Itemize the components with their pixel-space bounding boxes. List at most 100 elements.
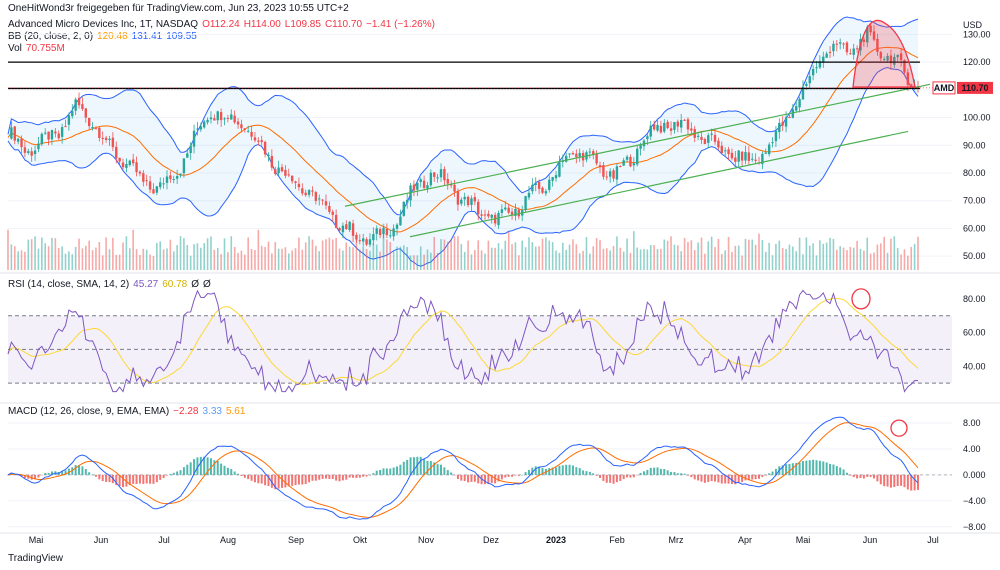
candle-body (230, 114, 233, 120)
volume-bar (687, 241, 689, 270)
candle-body (402, 201, 405, 216)
macd-histogram-bar (866, 474, 869, 477)
volume-bar (169, 239, 172, 270)
macd-histogram-bar (375, 470, 378, 475)
volume-bar (348, 246, 351, 270)
macd-histogram-bar (341, 474, 344, 481)
time-axis-label: Feb (609, 535, 625, 545)
volume-bar (822, 243, 825, 270)
volume-bar (206, 238, 209, 270)
candle-body (443, 169, 446, 181)
candle-body (676, 121, 680, 127)
volume-bar (511, 244, 513, 270)
macd-histogram-bar (453, 474, 456, 476)
volume-bar (771, 255, 774, 270)
macd-histogram-bar (135, 474, 138, 484)
volume-bar (829, 237, 831, 270)
volume-bar (656, 249, 659, 270)
candle-body (561, 160, 564, 162)
volume-bar (95, 247, 97, 270)
volume-bar (670, 236, 672, 270)
macd-histogram-bar (517, 474, 520, 476)
macd-histogram-bar (230, 469, 233, 475)
candle-body (730, 152, 734, 159)
macd-histogram-bar (636, 474, 639, 476)
candle-body (497, 213, 500, 226)
candle-body (649, 125, 652, 137)
candle-body (104, 137, 108, 140)
candle-body (537, 181, 541, 189)
volume-bar (568, 244, 571, 270)
volume-bar (162, 249, 165, 270)
volume-bar (227, 252, 229, 270)
volume-bar (504, 240, 507, 270)
volume-bar (551, 242, 554, 270)
volume-bar (365, 248, 368, 270)
candle-body (720, 145, 723, 153)
volume-bar (649, 245, 652, 270)
macd-histogram-bar (94, 474, 97, 477)
volume-bar (893, 236, 896, 270)
macd-line (7, 416, 919, 520)
volume-bar (396, 246, 398, 270)
macd-histogram-bar (50, 471, 53, 475)
volume-bar (714, 247, 716, 270)
macd-histogram-bar (605, 474, 608, 483)
macd-histogram-bar (84, 468, 87, 475)
volume-bar (406, 247, 408, 270)
macd-histogram-bar (893, 474, 896, 488)
macd-histogram-bar (91, 474, 94, 476)
macd-histogram-bar (443, 467, 446, 475)
volume-bar (450, 239, 452, 270)
candle-body (321, 199, 324, 201)
candle-body (527, 192, 531, 198)
macd-histogram-bar (565, 464, 568, 475)
candle-body (240, 124, 243, 129)
volume-bar (852, 247, 855, 270)
volume-bar (836, 249, 838, 270)
macd-histogram-bar (396, 466, 399, 475)
volume-bar (44, 243, 47, 270)
time-axis-label: Aug (220, 535, 236, 545)
macd-histogram-bar (551, 467, 554, 475)
macd-label: MACD (12, 26, close, 9, EMA, EMA) (8, 406, 170, 417)
volume-bar (57, 248, 60, 270)
macd-histogram-bar (663, 468, 666, 475)
volume-bar (710, 236, 713, 270)
macd-histogram-bar (399, 464, 402, 475)
volume-bar (440, 239, 442, 270)
volume-bar (578, 253, 581, 270)
top-formation-highlight (852, 19, 916, 88)
candle-body (159, 182, 162, 188)
candle-body (673, 122, 676, 130)
candle-body (219, 112, 223, 121)
volume-bar (582, 250, 584, 270)
volume-bar (308, 236, 310, 270)
volume-bar (413, 255, 415, 270)
time-axis-label: Mrz (669, 535, 684, 545)
macd-histogram-bar (456, 474, 459, 480)
volume-bar (768, 242, 770, 270)
macd-histogram-bar (856, 474, 859, 479)
time-axis-label: Okt (353, 535, 368, 545)
volume-bar (802, 254, 804, 270)
macd-histogram-bar (588, 471, 591, 475)
candle-body (209, 117, 213, 120)
candle-body (466, 196, 470, 206)
macd-histogram-bar (477, 474, 480, 484)
macd-histogram-bar (233, 471, 236, 475)
candle-body (514, 208, 517, 216)
macd-histogram-bar (507, 474, 510, 477)
volume-bar (301, 249, 304, 270)
volume-bar (832, 239, 835, 270)
macd-histogram-bar (118, 474, 121, 487)
macd-histogram-bar (653, 467, 656, 475)
rsi-tick-label: 60.00 (963, 328, 986, 338)
candle-body (575, 153, 578, 158)
candle-body (71, 111, 74, 117)
volume-bar (609, 250, 611, 270)
candle-body (788, 117, 791, 119)
macd-histogram-bar (223, 465, 226, 475)
candle-body (54, 131, 57, 134)
